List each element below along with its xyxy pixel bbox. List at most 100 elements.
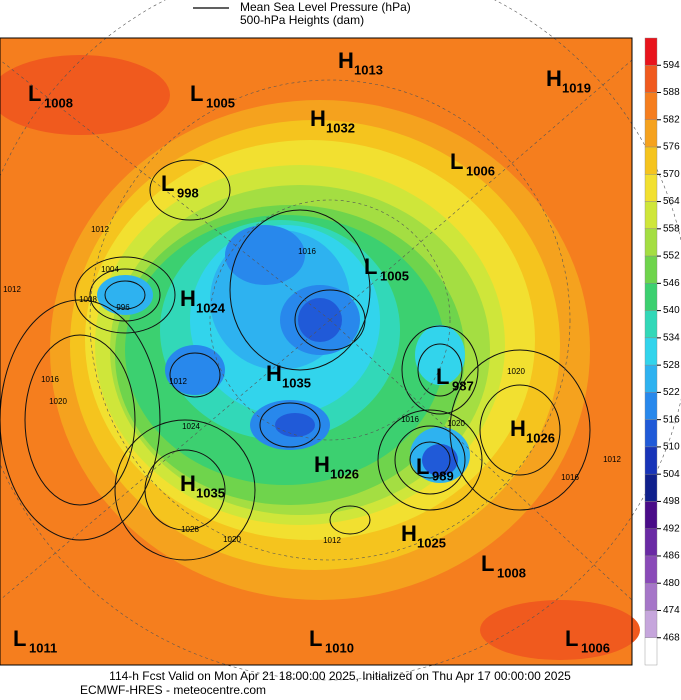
pressure-center-value: 1006	[466, 163, 495, 178]
colorbar-tick-label: 468	[663, 632, 680, 643]
contour-label: 1024	[182, 422, 200, 431]
contour-label: 1020	[49, 397, 67, 406]
contour-label: 1012	[603, 455, 621, 464]
colorbar-tick-label: 516	[663, 414, 680, 425]
pressure-center-value: 1024	[196, 300, 226, 315]
colorbar-cell	[644, 119, 658, 148]
contour-label: 1020	[223, 535, 241, 544]
colorbar-cell	[644, 446, 658, 475]
colorbar-tick-label: 492	[663, 523, 680, 534]
pressure-center-value: 1005	[206, 95, 235, 110]
colorbar-tick-label: 480	[663, 578, 680, 589]
colorbar-cell	[644, 501, 658, 529]
pressure-center-type: L	[309, 626, 322, 651]
pressure-center-type: L	[450, 149, 463, 174]
footer-line: 114-h Fcst Valid on Mon Apr 21 18:00:00 …	[109, 669, 571, 683]
pressure-center-type: L	[364, 254, 377, 279]
colorbar-tick-label: 498	[663, 496, 680, 507]
pressure-center-value: 1011	[29, 640, 57, 655]
colorbar-tick-label: 528	[663, 360, 680, 371]
colorbar-cell	[644, 201, 658, 230]
colorbar-tick-label: 582	[663, 114, 680, 125]
contour-label: 1012	[91, 225, 109, 234]
colorbar-tick-label: 522	[663, 387, 680, 398]
colorbar-cell	[644, 637, 658, 666]
colorbar-tick-label: 540	[663, 305, 680, 316]
pressure-center-value: 1035	[196, 485, 225, 500]
pressure-center-value: 989	[432, 468, 454, 483]
colorbar-cell	[644, 528, 658, 557]
pressure-center-type: L	[416, 454, 429, 479]
pressure-center-value: 987	[452, 378, 474, 393]
contour-label: 1012	[3, 285, 21, 294]
colorbar-tick-label: 570	[663, 169, 680, 180]
contour-label: 1016	[561, 473, 579, 482]
pressure-center-value: 1035	[282, 375, 311, 390]
colorbar-tick-label: 474	[663, 605, 680, 616]
pressure-center-type: L	[190, 81, 203, 106]
colorbar-cell	[644, 92, 658, 120]
footer-line: ECMWF-HRES - meteocentre.com	[80, 683, 266, 697]
pressure-center-type: H	[510, 416, 526, 441]
pressure-center-type: L	[161, 171, 174, 196]
colorbar-cell	[644, 610, 658, 638]
pressure-center-value: 1008	[497, 565, 526, 580]
colorbar-cell	[644, 174, 658, 202]
contour-label: 1012	[323, 536, 341, 545]
contour-label: 1016	[401, 415, 419, 424]
pressure-center-type: L	[565, 626, 578, 651]
colorbar-cell	[644, 364, 658, 393]
contour-label: 1020	[447, 419, 465, 428]
colorbar-cell	[644, 283, 658, 311]
pressure-center-value: 1032	[326, 120, 355, 135]
pressure-center-type: L	[481, 551, 494, 576]
colorbar-tick-label: 534	[663, 333, 680, 344]
colorbar-cell	[644, 392, 658, 420]
colorbar-tick-label: 564	[663, 196, 680, 207]
map	[0, 0, 681, 681]
pressure-center-value: 1019	[562, 80, 591, 95]
colorbar-cell	[644, 228, 658, 257]
colorbar-cell	[644, 583, 658, 611]
contour-label: 1008	[79, 295, 97, 304]
colorbar-cell	[644, 419, 658, 448]
pressure-center-type: H	[338, 48, 354, 73]
colorbar-cell	[644, 555, 658, 584]
legend-label: 500-hPa Heights (dam)	[240, 13, 364, 27]
pressure-center-type: H	[266, 361, 282, 386]
pressure-center-type: L	[13, 626, 26, 651]
contour-label: 1004	[101, 265, 119, 274]
pressure-center-type: H	[180, 286, 196, 311]
pressure-center-type: L	[28, 81, 41, 106]
pressure-center-value: 998	[177, 185, 199, 200]
pressure-center-type: H	[546, 66, 562, 91]
colorbar-cell	[644, 255, 658, 284]
colorbar-cell	[644, 337, 658, 366]
colorbar-tick-label: 552	[663, 251, 680, 262]
colorbar-tick-label: 546	[663, 278, 680, 289]
colorbar-tick-label: 486	[663, 551, 680, 562]
colorbar-tick-label: 594	[663, 60, 680, 71]
contour-label: 1016	[41, 375, 59, 384]
pressure-center-value: 1013	[354, 62, 383, 77]
pressure-center-type: L	[436, 364, 449, 389]
colorbar-tick-label: 504	[663, 469, 680, 480]
pressure-center-value: 1008	[44, 95, 73, 110]
colorbar-tick-label: 510	[663, 442, 680, 453]
colorbar-cell	[644, 65, 658, 93]
pressure-center-type: H	[180, 471, 196, 496]
pressure-center-type: H	[310, 106, 326, 131]
pressure-center-type: H	[401, 521, 417, 546]
pressure-center-value: 1005	[380, 268, 409, 283]
pressure-center-value: 1026	[526, 430, 555, 445]
colorbar-cell	[644, 473, 658, 502]
contour-label: 1028	[181, 525, 199, 534]
colorbar-tick-label: 588	[663, 87, 680, 98]
colorbar-cell	[644, 146, 658, 175]
pressure-center-type: H	[314, 452, 330, 477]
colorbar-tick-label: 576	[663, 142, 680, 153]
contour-label: 996	[116, 303, 130, 312]
colorbar-cell	[644, 310, 658, 339]
pressure-center-value: 1025	[417, 535, 446, 550]
